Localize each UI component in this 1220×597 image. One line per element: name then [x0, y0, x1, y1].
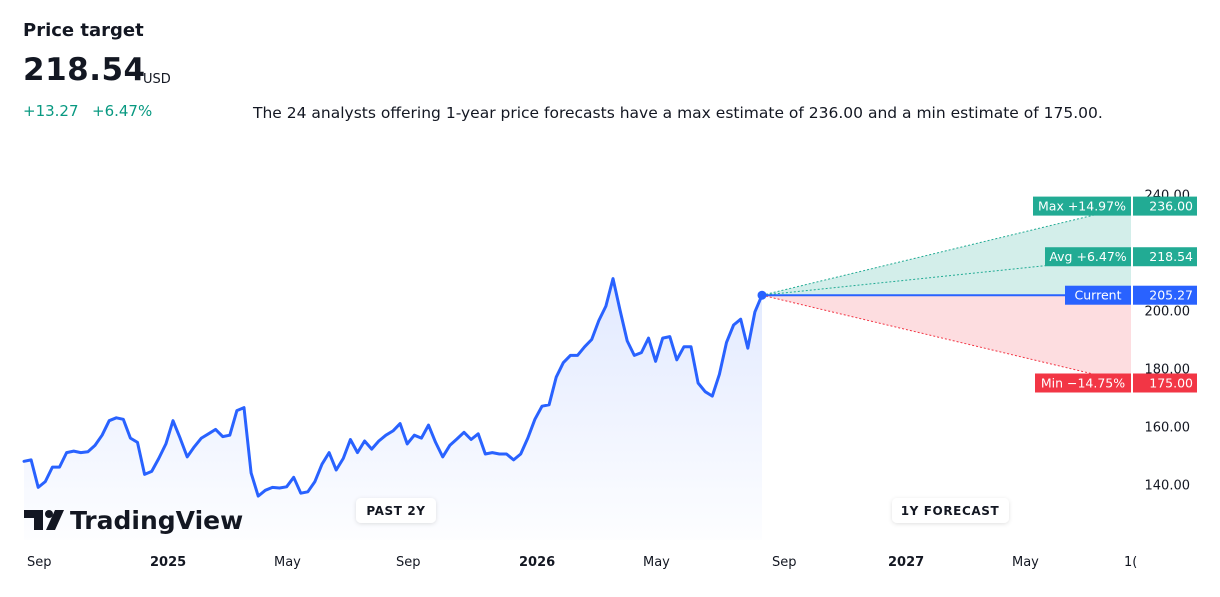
price-history-area [24, 278, 762, 540]
x-tick-label: May [643, 555, 670, 570]
current-price-point[interactable] [757, 290, 767, 300]
past-period-label: PAST 2Y [366, 504, 425, 518]
y-tick-label: 140.00 [1145, 479, 1191, 494]
past-period-pill [356, 498, 436, 523]
x-tick-label: 2027 [888, 555, 924, 570]
forecast-tags: Max +14.97% 236.00 Avg +6.47% 218.54 Current… [1033, 196, 1197, 393]
current-value-tag [1133, 285, 1197, 305]
max-value-tag [1133, 196, 1197, 216]
avg-value-text: 218.54 [1149, 249, 1193, 264]
x-tick-label: Sep [772, 555, 797, 570]
currency-label: USD [143, 72, 171, 87]
current-label-text: Current [1075, 288, 1122, 303]
current-label-tag [1065, 285, 1131, 305]
x-tick-label: 2026 [519, 555, 555, 570]
tradingview-logo-icon [24, 510, 64, 530]
min-label-text: Min −14.75% [1041, 376, 1125, 391]
max-value-text: 236.00 [1149, 199, 1193, 214]
avg-value-tag [1133, 247, 1197, 267]
change-percent: +6.47% [92, 102, 153, 120]
max-label-text: Max +14.97% [1038, 199, 1126, 214]
min-forecast-line [761, 294, 1132, 384]
forecast-period-pill [892, 498, 1009, 523]
current-value-text: 205.27 [1149, 288, 1193, 303]
y-tick-label: 200.00 [1145, 305, 1191, 320]
target-price: 218.54 [23, 52, 146, 88]
x-tick-label: May [274, 555, 301, 570]
avg-label-text: Avg +6.47% [1049, 249, 1126, 264]
min-value-tag [1133, 373, 1197, 393]
y-tick-label: 160.00 [1145, 421, 1191, 436]
tradingview-wordmark: TradingView [70, 506, 243, 535]
time-axis: Sep 2025 May Sep 2026 May Sep 2027 May 1( [27, 555, 1137, 570]
analyst-summary: The 24 analysts offering 1-year price fo… [253, 104, 1103, 122]
avg-label-tag [1045, 247, 1131, 267]
forecast-period-label: 1Y FORECAST [901, 504, 1000, 518]
forecast-areas [761, 205, 1132, 384]
price-history-line [22, 277, 764, 498]
price-axis-background [1132, 180, 1220, 540]
max-label-tag [1033, 196, 1131, 216]
x-tick-label: Sep [27, 555, 52, 570]
downside-forecast-area [762, 295, 1131, 383]
change-absolute: +13.27 [23, 102, 79, 120]
x-tick-label: May [1012, 555, 1039, 570]
max-forecast-line [761, 205, 1132, 296]
x-tick-label: Sep [396, 555, 421, 570]
x-tick-label: 1( [1124, 555, 1137, 570]
min-value-text: 175.00 [1149, 376, 1193, 391]
min-label-tag [1035, 373, 1131, 393]
page-title: Price target [23, 20, 144, 41]
x-tick-label: 2025 [150, 555, 186, 570]
